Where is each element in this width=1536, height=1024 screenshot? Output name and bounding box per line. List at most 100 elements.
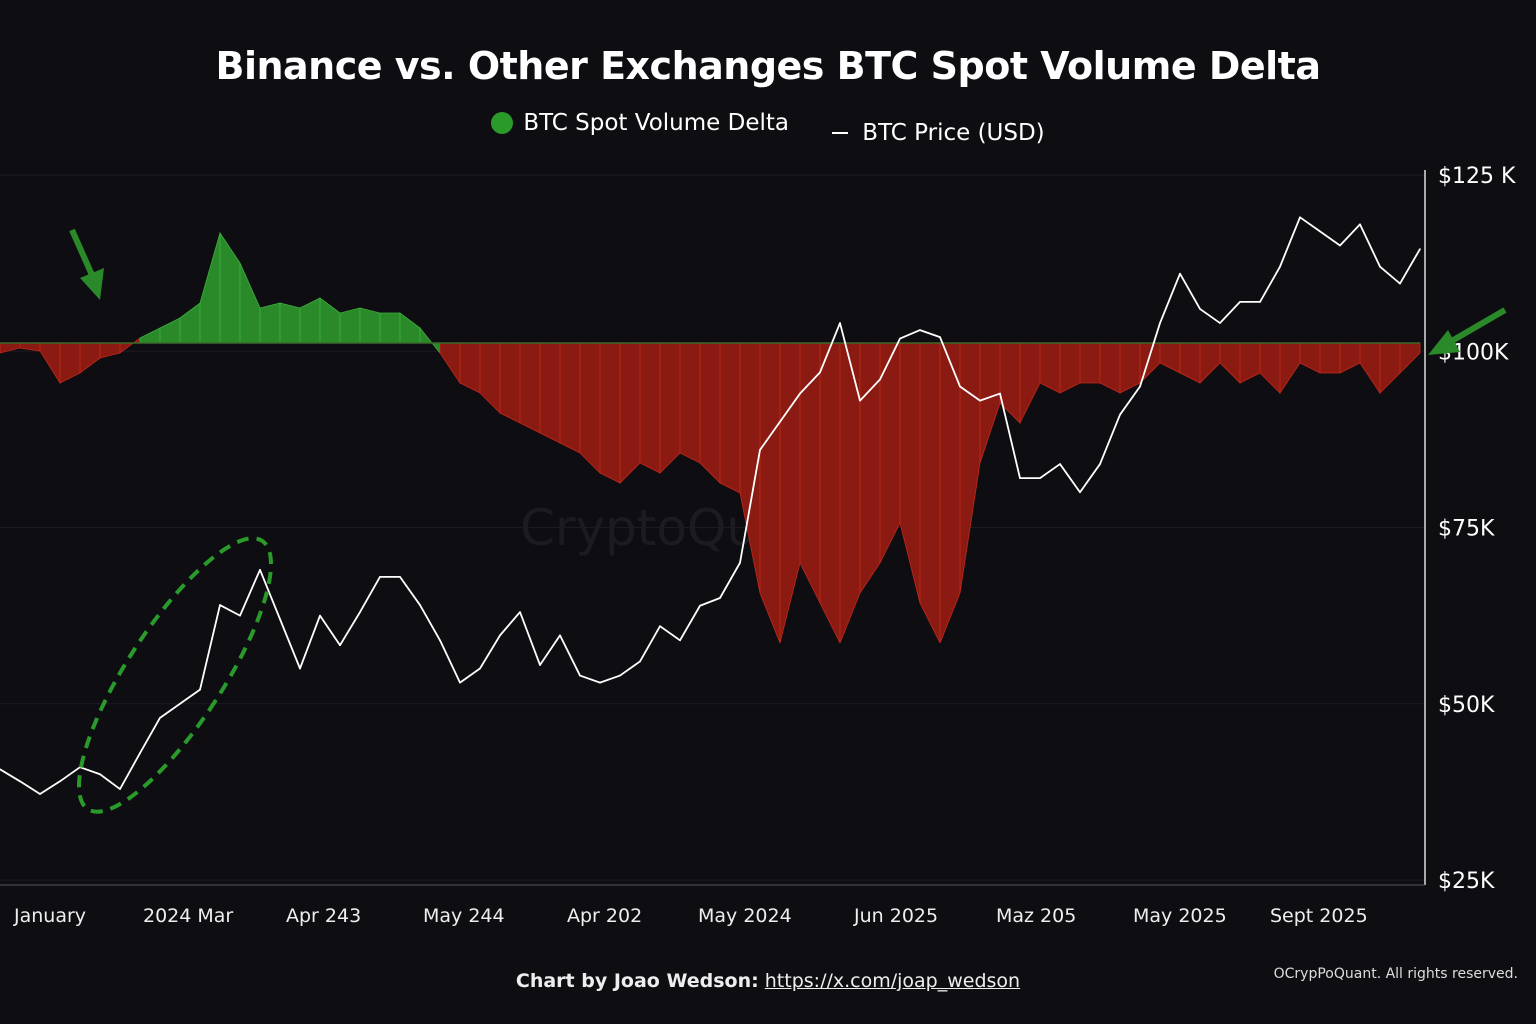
price-point bbox=[1019, 477, 1021, 479]
legend-label: BTC Spot Volume Delta bbox=[523, 110, 789, 136]
price-point bbox=[739, 561, 741, 564]
price-line bbox=[0, 216, 1421, 795]
delta-area-segment bbox=[859, 342, 881, 595]
price-point bbox=[1159, 322, 1161, 324]
legend-label: BTC Price (USD) bbox=[862, 120, 1045, 146]
price-point bbox=[199, 688, 201, 691]
price-point bbox=[1199, 308, 1201, 310]
price-point bbox=[1279, 265, 1281, 268]
delta-area-segment bbox=[179, 302, 201, 344]
delta-area-segment bbox=[379, 312, 401, 344]
delta-area-segment bbox=[419, 326, 441, 355]
price-point bbox=[439, 639, 441, 642]
price-point bbox=[1079, 491, 1081, 494]
price-point bbox=[1059, 463, 1061, 465]
price-point bbox=[99, 773, 101, 776]
delta-area-segment bbox=[479, 342, 501, 414]
price-point bbox=[239, 614, 241, 617]
price-point bbox=[219, 604, 221, 606]
annotations bbox=[69, 228, 1507, 814]
x-tick-label: Maz 205 bbox=[996, 905, 1076, 927]
delta-area-segment bbox=[1359, 342, 1381, 395]
x-tick-label: January bbox=[13, 905, 86, 927]
price-point bbox=[1379, 265, 1381, 268]
delta-area-segment bbox=[659, 342, 681, 474]
price-point bbox=[1119, 413, 1121, 416]
delta-area-segment bbox=[999, 342, 1021, 424]
delta-area-segment bbox=[759, 342, 781, 644]
price-point bbox=[619, 674, 621, 677]
delta-area-segment bbox=[1319, 342, 1341, 374]
price-point bbox=[499, 634, 501, 637]
x-tick-label: 2024 Mar bbox=[143, 905, 233, 927]
delta-area-segment bbox=[39, 342, 61, 385]
delta-area-segment bbox=[1259, 342, 1281, 394]
credit-link[interactable]: https://x.com/joap_wedson bbox=[764, 970, 1021, 992]
delta-area-segment bbox=[1019, 342, 1041, 424]
delta-area-segment bbox=[259, 302, 281, 344]
x-tick-label: Sept 2025 bbox=[1270, 905, 1368, 927]
price-point bbox=[999, 392, 1001, 395]
delta-area-segment bbox=[219, 231, 241, 344]
delta-area-segment bbox=[879, 342, 901, 564]
delta-area-segment bbox=[1099, 342, 1121, 394]
price-point bbox=[339, 644, 341, 647]
price-point bbox=[139, 752, 141, 754]
price-point bbox=[859, 399, 861, 402]
delta-area-segment bbox=[1279, 342, 1301, 395]
delta-area-segment bbox=[559, 342, 581, 454]
price-point bbox=[699, 604, 701, 607]
price-point bbox=[979, 399, 981, 402]
x-tick-label: May 244 bbox=[423, 905, 505, 927]
delta-area-segment bbox=[99, 342, 121, 359]
delta-area-segment bbox=[239, 262, 261, 344]
footer: Chart by Joao Wedson: https://x.com/joap… bbox=[0, 970, 1536, 992]
delta-area-segment bbox=[1119, 342, 1141, 394]
delta-area-segment bbox=[679, 342, 701, 464]
delta-area-segment bbox=[1059, 342, 1081, 394]
price-point bbox=[299, 667, 301, 670]
price-point bbox=[59, 780, 61, 783]
price-point bbox=[479, 667, 481, 670]
legend-item-price: BTC Price (USD) bbox=[832, 120, 1045, 146]
price-point bbox=[1419, 248, 1421, 250]
price-point bbox=[579, 674, 581, 677]
x-tick-label: Jun 2025 bbox=[853, 905, 938, 927]
price-point bbox=[179, 702, 181, 705]
delta-area-segment bbox=[1379, 342, 1401, 394]
price-point bbox=[939, 336, 941, 338]
price-point bbox=[19, 780, 21, 783]
legend: BTC Spot Volume Delta BTC Price (USD) bbox=[0, 110, 1536, 146]
delta-area-segment bbox=[819, 342, 841, 644]
price-point bbox=[659, 625, 661, 627]
delta-area-segment bbox=[779, 342, 801, 644]
delta-area-segment bbox=[619, 342, 641, 484]
price-point bbox=[1399, 282, 1401, 285]
price-point bbox=[279, 618, 281, 620]
price-point bbox=[0, 768, 1, 771]
delta-area-segment bbox=[959, 342, 981, 594]
dashed-ellipse bbox=[77, 536, 273, 814]
arrow-icon bbox=[69, 228, 104, 300]
delta-area-segment bbox=[579, 342, 601, 474]
price-point bbox=[459, 681, 461, 684]
legend-line-icon bbox=[832, 132, 849, 134]
delta-area-segment bbox=[159, 317, 181, 344]
copyright: OCrypPoQuant. All rights reserved. bbox=[1273, 966, 1518, 982]
price-point bbox=[1139, 385, 1141, 388]
delta-area-segment bbox=[1299, 342, 1321, 374]
delta-area-segment bbox=[199, 232, 221, 344]
delta-area-segment bbox=[59, 342, 81, 384]
price-point bbox=[679, 639, 681, 642]
price-point bbox=[1359, 223, 1361, 226]
delta-area-segment bbox=[19, 342, 41, 352]
x-tick-label: Apr 243 bbox=[286, 905, 361, 927]
x-tick-label: Apr 202 bbox=[567, 905, 642, 927]
price-point bbox=[259, 569, 261, 571]
delta-area-segment bbox=[319, 297, 341, 344]
delta-area-segment bbox=[719, 342, 741, 494]
credit-label: Chart by Joao Wedson: bbox=[515, 970, 759, 992]
delta-area-segment bbox=[1179, 342, 1201, 384]
price-point bbox=[1239, 301, 1241, 303]
y-tick-label: $25K bbox=[1438, 869, 1495, 894]
